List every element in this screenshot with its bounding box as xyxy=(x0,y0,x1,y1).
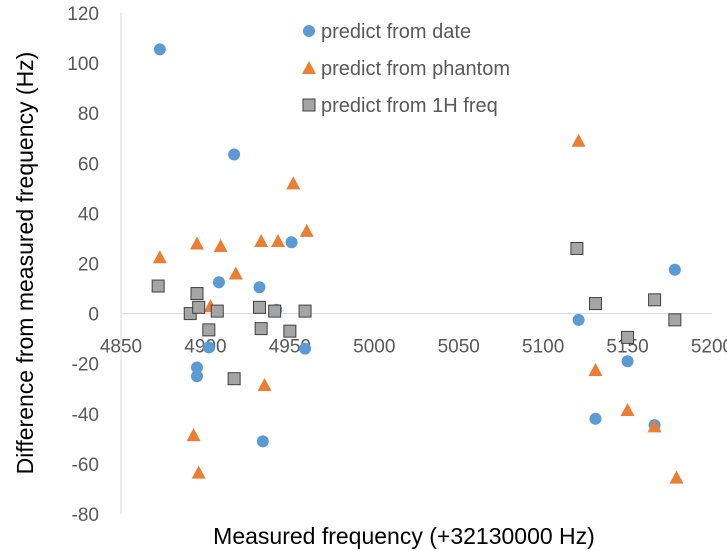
legend-marker-1h-freq xyxy=(302,98,316,112)
point-phantom xyxy=(286,176,301,190)
x-tick-label: 5000 xyxy=(353,337,395,358)
point-1h-freq xyxy=(588,297,602,311)
x-tick-labels: 48504900495050005050510051505200 xyxy=(100,337,727,358)
point-date xyxy=(299,342,312,355)
point-date xyxy=(190,361,203,374)
point-phantom xyxy=(254,233,269,247)
y-tick-label: 60 xyxy=(78,154,99,175)
legend-marker-date xyxy=(303,25,315,37)
point-phantom xyxy=(669,470,684,484)
point-phantom xyxy=(189,236,204,250)
point-1h-freq xyxy=(668,313,682,327)
y-tick-label: 0 xyxy=(88,305,99,326)
y-tick-label: 100 xyxy=(67,54,99,75)
y-tick-label: -20 xyxy=(72,355,99,376)
point-phantom xyxy=(571,133,586,147)
y-tick-label: -80 xyxy=(72,505,99,526)
point-1h-freq xyxy=(283,324,297,338)
point-1h-freq xyxy=(252,300,266,314)
point-1h-freq xyxy=(298,304,312,318)
legend-label-1h-freq: predict from 1H freq xyxy=(321,95,498,117)
legend-marker-phantom xyxy=(302,61,316,74)
point-date xyxy=(589,412,602,425)
y-tick-label: 80 xyxy=(78,104,99,125)
x-tick-label: 5150 xyxy=(606,337,648,358)
point-date xyxy=(228,148,241,161)
point-phantom xyxy=(588,362,603,376)
data-points xyxy=(151,43,684,484)
y-tick-label: -60 xyxy=(72,455,99,476)
point-phantom xyxy=(271,233,286,247)
x-tick-label: 5100 xyxy=(522,337,564,358)
point-date xyxy=(285,236,298,249)
x-tick-label: 5200 xyxy=(691,337,727,358)
point-phantom xyxy=(191,465,206,479)
y-tick-labels: -80 -60 -40 -20 0 20 40 60 80 100 120 xyxy=(67,4,99,526)
point-phantom xyxy=(299,223,314,237)
x-axis-title: Measured frequency (+32130000 Hz) xyxy=(213,523,595,549)
point-date xyxy=(572,313,585,326)
y-tick-label: 40 xyxy=(78,204,99,225)
point-date xyxy=(621,355,634,368)
point-date xyxy=(202,341,215,354)
point-phantom xyxy=(620,403,635,417)
legend-label-date: predict from date xyxy=(321,21,471,43)
y-tick-label: 20 xyxy=(78,255,99,276)
point-date xyxy=(256,435,269,448)
point-1h-freq xyxy=(648,293,662,307)
point-1h-freq xyxy=(210,304,224,318)
point-phantom xyxy=(257,377,272,391)
point-1h-freq xyxy=(621,330,635,344)
y-tick-label: -40 xyxy=(72,405,99,426)
point-1h-freq xyxy=(268,304,282,318)
point-phantom xyxy=(228,266,243,280)
point-date xyxy=(212,276,225,289)
point-date xyxy=(153,43,166,56)
point-phantom xyxy=(647,419,662,433)
point-1h-freq xyxy=(192,300,206,314)
legend-label-phantom: predict from phantom xyxy=(321,58,510,80)
x-tick-label: 4850 xyxy=(100,337,142,358)
point-date xyxy=(253,281,266,294)
point-1h-freq xyxy=(202,323,216,337)
point-phantom xyxy=(152,250,167,264)
legend: predict from date predict from phantom pre… xyxy=(302,21,510,117)
point-1h-freq xyxy=(570,241,584,255)
point-1h-freq xyxy=(254,322,268,336)
point-date xyxy=(190,370,203,383)
point-date xyxy=(668,263,681,276)
x-tick-label: 5050 xyxy=(438,337,480,358)
point-phantom xyxy=(186,428,201,442)
point-1h-freq xyxy=(151,279,165,293)
axes xyxy=(120,13,712,514)
point-1h-freq xyxy=(227,372,241,386)
y-axis-title: Difference from measured frequency (Hz) xyxy=(12,52,38,475)
point-phantom xyxy=(213,238,228,252)
point-1h-freq xyxy=(190,287,204,301)
y-tick-label: 120 xyxy=(67,4,99,25)
